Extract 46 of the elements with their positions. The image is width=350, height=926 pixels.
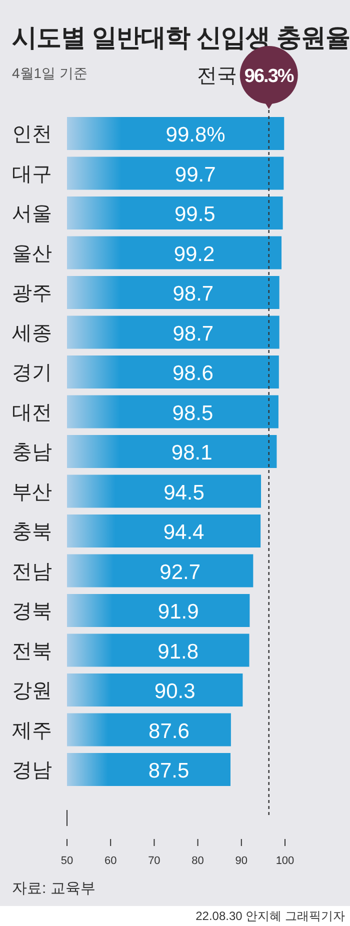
data-label: 92.7	[160, 560, 201, 584]
y-tick-label: 경기	[12, 362, 52, 384]
y-tick-label: 전북	[12, 640, 52, 662]
data-label: 99.7	[174, 163, 216, 186]
y-tick-label: 경북	[12, 600, 52, 622]
y-tick-label: 서울	[12, 203, 52, 225]
data-label: 98.7	[172, 322, 214, 346]
text: 22.08.30 안지혜 그래픽기자	[196, 909, 345, 923]
data-label: 87.5	[148, 760, 190, 782]
text: 자료: 교육부	[12, 880, 96, 897]
data-label: 99.8%	[166, 124, 226, 146]
y-tick-label: 충북	[12, 521, 52, 543]
y-tick-label: 세종	[12, 322, 52, 344]
x-tick-label: 60	[104, 855, 117, 867]
x-tick-label: 50	[60, 855, 74, 867]
data-label: 99.2	[174, 242, 215, 266]
x-tick-label: 90	[235, 855, 248, 867]
data-label: 91.8	[158, 640, 199, 664]
text: 전국	[196, 65, 237, 87]
y-tick-label: 울산	[12, 242, 52, 265]
y-tick-label: 전남	[12, 560, 52, 583]
y-tick-label: 강원	[12, 680, 52, 702]
chart-subtitle: 4월1일 기준	[12, 65, 88, 81]
x-tick-label: 100	[276, 855, 294, 867]
x-tick-label: 70	[148, 855, 160, 867]
y-tick-label: 경남	[12, 760, 52, 782]
data-label: 98.6	[172, 362, 214, 385]
data-label: 98.1	[171, 442, 212, 464]
y-tick-label: 제주	[12, 720, 52, 742]
data-label: 94.5	[164, 481, 204, 504]
y-tick-label: 부산	[12, 481, 52, 504]
ref-line-label: 96.3%	[244, 66, 294, 87]
data-label: 90.3	[154, 680, 196, 703]
y-tick-label: 대구	[12, 163, 52, 186]
chart-title: 시도별 일반대학 신입생 충원율	[12, 24, 350, 52]
y-tick-label: 인천	[12, 124, 52, 146]
x-tick-label: 80	[192, 855, 204, 867]
data-label: 87.6	[148, 720, 190, 743]
y-tick-label: 광주	[12, 282, 52, 304]
data-label: 94.4	[163, 521, 205, 544]
data-label: 98.5	[172, 402, 214, 425]
y-tick-label: 대전	[12, 402, 52, 424]
y-tick-label: 충남	[12, 442, 52, 464]
data-label: 91.9	[158, 600, 199, 624]
data-label: 99.5	[174, 203, 216, 226]
data-label: 98.7	[172, 282, 214, 306]
